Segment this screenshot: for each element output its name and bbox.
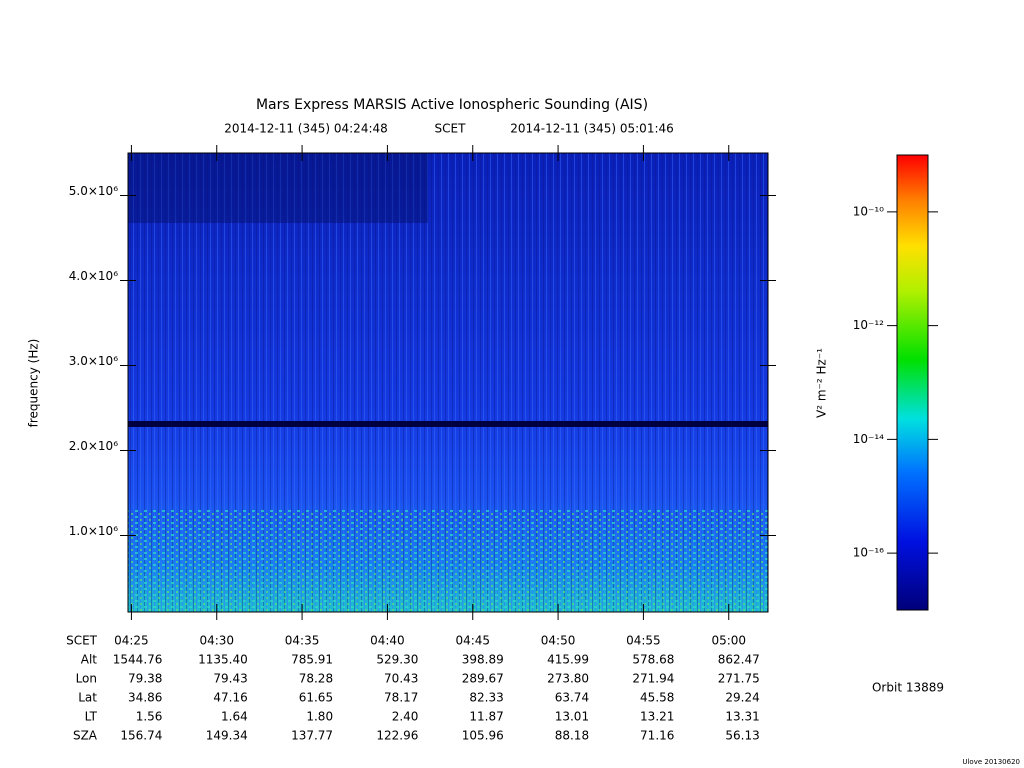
ephemeris-value: 63.74 [555, 691, 589, 705]
ephemeris-value: 289.67 [462, 672, 504, 686]
y-tick-label: 2.0×10⁶ [69, 439, 118, 453]
ephemeris-value: 415.99 [547, 653, 589, 667]
plot-frame [127, 152, 769, 613]
ephemeris-value: 862.47 [718, 653, 760, 667]
ephemeris-value: 785.91 [291, 653, 333, 667]
orbit-label: Orbit 13889 [872, 681, 944, 695]
ephemeris-row-label: Lat [78, 691, 97, 705]
ephemeris-value: 71.16 [640, 729, 674, 743]
ephemeris-value: 78.17 [384, 691, 418, 705]
colorbar-tick-label: 10⁻¹⁶ [853, 546, 884, 560]
ephemeris-row-label: LT [85, 710, 98, 724]
ephemeris-value: 137.77 [291, 729, 333, 743]
x-tick-label: 04:50 [541, 634, 576, 648]
ephemeris-value: 79.43 [213, 672, 247, 686]
ephemeris-value: 13.31 [725, 710, 759, 724]
y-axis-label: frequency (Hz) [27, 339, 41, 428]
ephemeris-value: 1135.40 [198, 653, 248, 667]
ephemeris-value: 1.56 [136, 710, 163, 724]
y-tick-label: 4.0×10⁶ [69, 269, 118, 283]
ephemeris-value: 273.80 [547, 672, 589, 686]
ephemeris-row-label: SCET [66, 634, 98, 648]
ephemeris-value: 13.01 [555, 710, 589, 724]
ephemeris-value: 271.75 [718, 672, 760, 686]
ephemeris-value: 78.28 [299, 672, 333, 686]
colorbar-tick-label: 10⁻¹⁰ [853, 204, 884, 218]
ephemeris-value: 70.43 [384, 672, 418, 686]
ephemeris-value: 11.87 [469, 710, 503, 724]
x-tick-label: 05:00 [711, 634, 746, 648]
colorbar-tick-label: 10⁻¹² [853, 318, 884, 332]
ephemeris-value: 149.34 [206, 729, 248, 743]
ephemeris-value: 398.89 [462, 653, 504, 667]
ephemeris-value: 271.94 [632, 672, 674, 686]
x-tick-label: 04:40 [370, 634, 405, 648]
ephemeris-value: 122.96 [376, 729, 418, 743]
ephemeris-value: 45.58 [640, 691, 674, 705]
ephemeris-value: 29.24 [725, 691, 759, 705]
ephemeris-row-label: Lon [76, 672, 97, 686]
subtitle-start: 2014-12-11 (345) 04:24:48 [224, 122, 388, 136]
colorbar-label: V² m⁻² Hz⁻¹ [815, 348, 829, 418]
ephemeris-value: 82.33 [469, 691, 503, 705]
ephemeris-value: 578.68 [632, 653, 674, 667]
ephemeris-value: 13.21 [640, 710, 674, 724]
colorbar-tick-label: 10⁻¹⁴ [853, 432, 884, 446]
ephemeris-value: 2.40 [392, 710, 419, 724]
x-tick-label: 04:45 [455, 634, 490, 648]
ephemeris-row-label: Alt [81, 653, 98, 667]
x-tick-label: 04:25 [114, 634, 149, 648]
ephemeris-value: 529.30 [376, 653, 418, 667]
ephemeris-value: 47.16 [213, 691, 247, 705]
y-tick-label: 3.0×10⁶ [69, 354, 118, 368]
chart-title: Mars Express MARSIS Active Ionospheric S… [256, 97, 648, 113]
subtitle-mid: SCET [435, 122, 467, 136]
x-tick-label: 04:30 [199, 634, 234, 648]
ephemeris-row-label: SZA [73, 729, 98, 743]
ephemeris-value: 61.65 [299, 691, 333, 705]
y-tick-label: 5.0×10⁶ [69, 184, 118, 198]
footer: Ulove 20130620 [962, 758, 1020, 766]
ephemeris-value: 105.96 [462, 729, 504, 743]
ephemeris-value: 34.86 [128, 691, 162, 705]
spectrogram-image [128, 153, 768, 612]
ephemeris-value: 56.13 [725, 729, 759, 743]
ephemeris-value: 156.74 [120, 729, 162, 743]
ephemeris-value: 1544.76 [113, 653, 163, 667]
x-tick-label: 04:35 [285, 634, 320, 648]
y-tick-label: 1.0×10⁶ [69, 524, 118, 538]
ephemeris-value: 1.64 [221, 710, 248, 724]
ephemeris-value: 1.80 [306, 710, 333, 724]
ephemeris-value: 79.38 [128, 672, 162, 686]
colorbar [896, 154, 929, 611]
x-tick-label: 04:55 [626, 634, 661, 648]
subtitle-end: 2014-12-11 (345) 05:01:46 [510, 122, 674, 136]
ephemeris-value: 88.18 [555, 729, 589, 743]
